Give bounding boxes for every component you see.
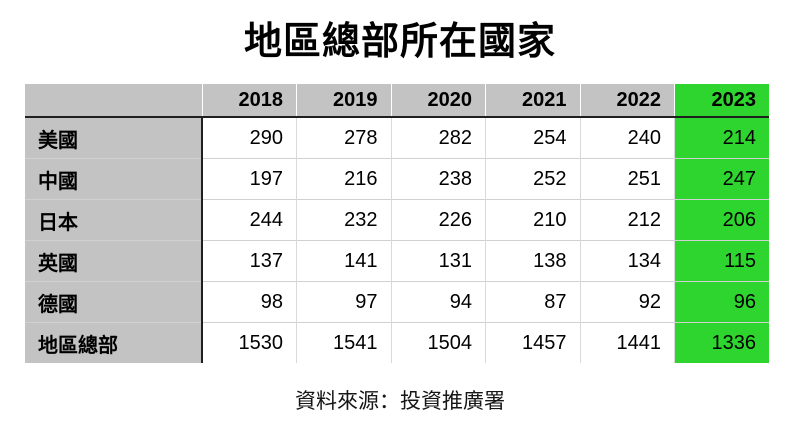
cell-value: 1441: [579, 322, 675, 363]
regional-hq-table: 2018 2019 2020 2021 2022 2023 美國 290 278…: [25, 84, 769, 363]
cell-value: 244: [201, 199, 297, 241]
cell-value: 131: [390, 240, 486, 282]
year-header-2023-highlighted: 2023: [674, 84, 769, 117]
cell-value-highlighted: 247: [674, 158, 769, 200]
cell-value: 197: [201, 158, 297, 200]
cell-value: 282: [390, 117, 486, 159]
cell-value: 97: [296, 281, 391, 323]
table-row-germany: 德國 98 97 94 87 92 96: [25, 281, 769, 323]
cell-value: 252: [485, 158, 580, 200]
cell-value: 240: [579, 117, 675, 159]
cell-value: 1530: [201, 322, 297, 363]
table-row-japan: 日本 244 232 226 210 212 206: [25, 199, 769, 241]
cell-value: 210: [485, 199, 580, 241]
source-note: 資料來源：投資推廣署: [295, 390, 505, 413]
year-header-2019: 2019: [296, 84, 391, 117]
table-row-total: 地區總部 1530 1541 1504 1457 1441 1336: [25, 322, 769, 363]
cell-value: 98: [201, 281, 297, 323]
cell-value-highlighted: 206: [674, 199, 769, 241]
cell-value: 212: [579, 199, 675, 241]
row-label: 美國: [25, 117, 203, 159]
row-label: 地區總部: [25, 322, 203, 363]
table-row-china: 中國 197 216 238 252 251 247: [25, 158, 769, 200]
cell-value-highlighted: 1336: [674, 322, 769, 363]
table-header-row: 2018 2019 2020 2021 2022 2023: [25, 84, 769, 117]
cell-value: 254: [485, 117, 580, 159]
cell-value: 238: [390, 158, 486, 200]
cell-value-highlighted: 214: [674, 117, 769, 159]
cell-value: 226: [390, 199, 486, 241]
cell-value: 278: [296, 117, 391, 159]
cell-value-highlighted: 115: [674, 240, 769, 282]
year-header-2018: 2018: [201, 84, 297, 117]
row-label: 英國: [25, 240, 203, 282]
cell-value: 134: [579, 240, 675, 282]
cell-value: 251: [579, 158, 675, 200]
cell-value: 92: [579, 281, 675, 323]
year-header-2021: 2021: [485, 84, 580, 117]
cell-value: 1541: [296, 322, 391, 363]
table-row-usa: 美國 290 278 282 254 240 214: [25, 117, 769, 159]
year-header-2020: 2020: [390, 84, 486, 117]
year-header-2022: 2022: [579, 84, 675, 117]
cell-value: 232: [296, 199, 391, 241]
cell-value: 1457: [485, 322, 580, 363]
row-label: 日本: [25, 199, 203, 241]
cell-value: 216: [296, 158, 391, 200]
cell-value: 138: [485, 240, 580, 282]
cell-value-highlighted: 96: [674, 281, 769, 323]
cell-value: 1504: [390, 322, 486, 363]
cell-value: 290: [201, 117, 297, 159]
table-row-uk: 英國 137 141 131 138 134 115: [25, 240, 769, 282]
cell-value: 94: [390, 281, 486, 323]
cell-value: 137: [201, 240, 297, 282]
page-title: 地區總部所在國家: [243, 21, 556, 63]
cell-value: 87: [485, 281, 580, 323]
row-label: 中國: [25, 158, 203, 200]
cell-value: 141: [296, 240, 391, 282]
corner-cell: [25, 84, 202, 117]
row-label: 德國: [25, 281, 203, 323]
